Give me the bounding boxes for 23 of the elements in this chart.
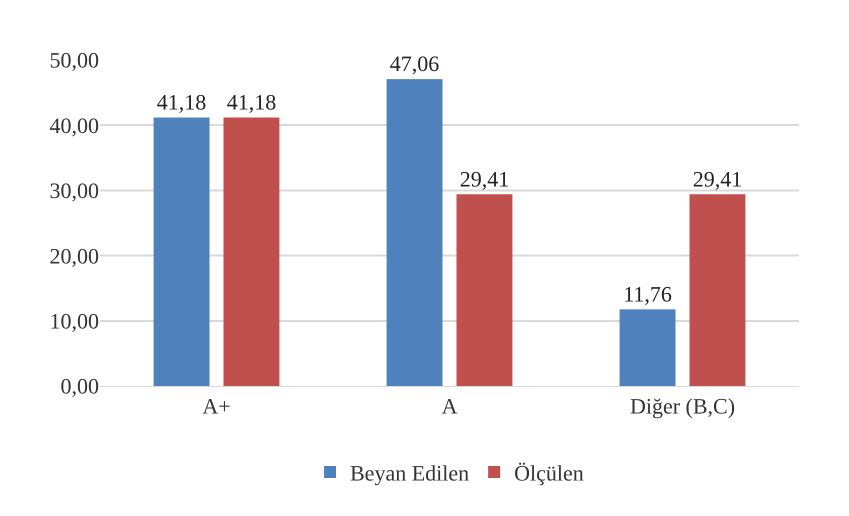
legend-label: Beyan Edilen xyxy=(350,460,470,486)
y-tick-label: 0,00 xyxy=(60,374,99,399)
data-label: 41,18 xyxy=(156,90,206,115)
bar xyxy=(386,79,443,386)
x-tick-label: A+ xyxy=(202,393,231,418)
x-tick-label: A xyxy=(442,393,458,418)
data-label: 29,41 xyxy=(692,166,742,192)
data-label: 41,18 xyxy=(226,90,276,115)
y-tick-label: 40,00 xyxy=(50,112,99,138)
data-label: 29,41 xyxy=(460,166,510,192)
legend-label: Ölçülen xyxy=(514,460,584,486)
y-tick-label: 50,00 xyxy=(50,48,99,73)
bar xyxy=(689,194,746,386)
data-label: 11,76 xyxy=(623,281,672,306)
bar xyxy=(154,118,210,386)
data-label: 47,06 xyxy=(390,51,440,76)
bar xyxy=(456,194,512,386)
bar xyxy=(223,118,280,386)
y-tick-label: 20,00 xyxy=(50,243,99,268)
y-tick-label: 30,00 xyxy=(50,178,99,204)
x-tick-label: Diğer (B,C) xyxy=(630,393,736,418)
y-tick-label: 10,00 xyxy=(50,308,99,334)
bar xyxy=(620,309,676,386)
